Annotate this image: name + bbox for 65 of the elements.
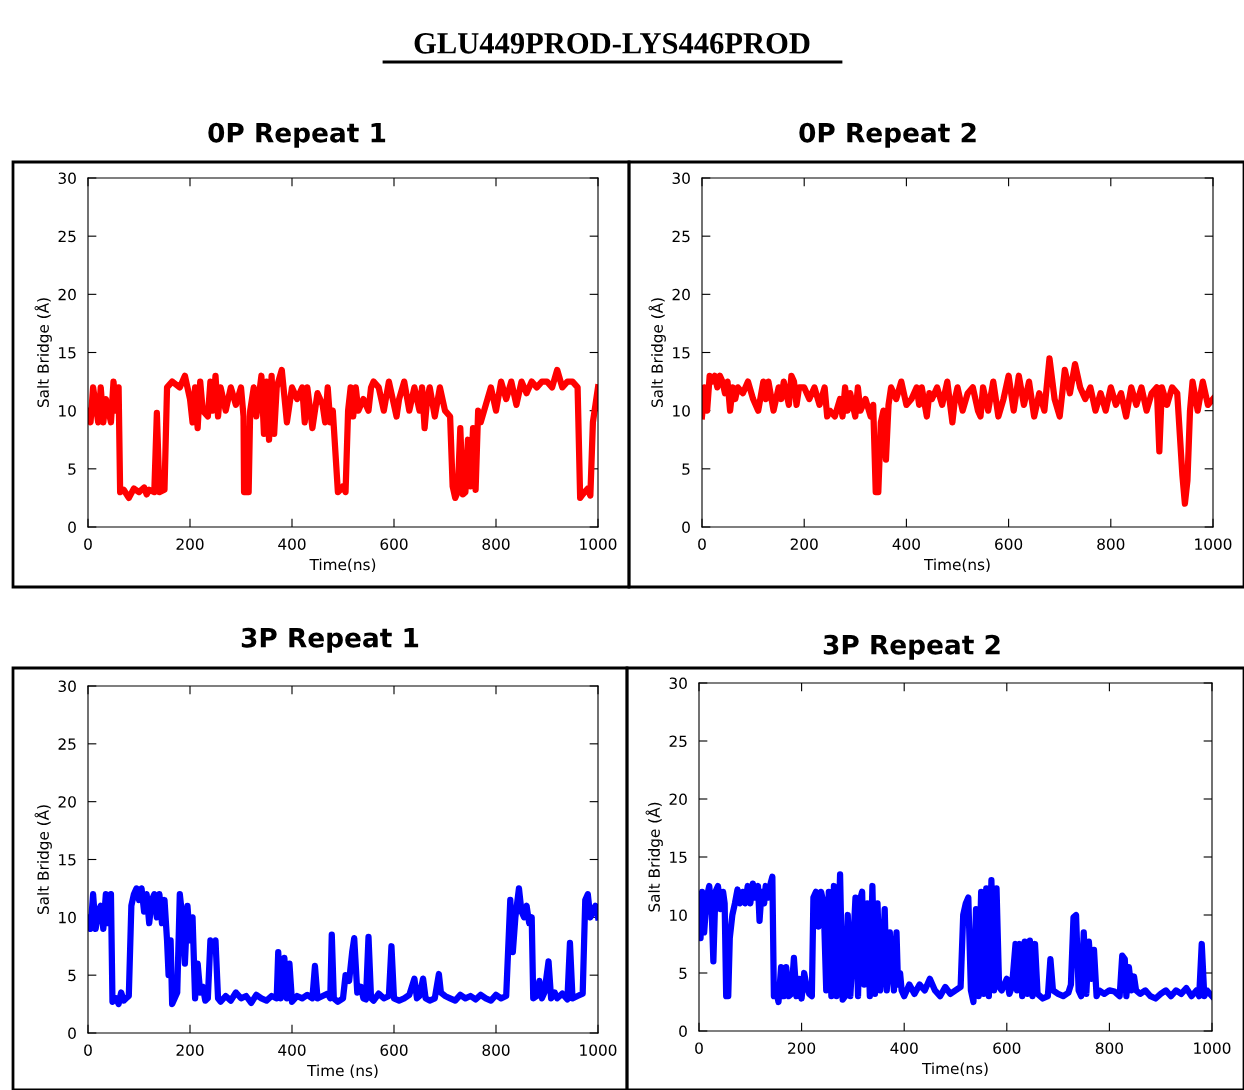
y-axis-title: Salt Bridge (Å): [34, 805, 52, 915]
y-tick-label: 0: [68, 1027, 76, 1040]
x-tick-label: 600: [380, 538, 408, 550]
x-tick-label: 800: [1095, 1042, 1123, 1054]
x-tick-label: 600: [380, 1044, 408, 1056]
x-tick-label: 0: [84, 1044, 92, 1056]
y-tick-label: 10: [59, 405, 76, 417]
x-axis-title: Time(ns): [921, 1062, 988, 1077]
y-tick-label: 30: [58, 172, 76, 185]
y-axis-title: Salt Bridge (Å): [34, 298, 52, 408]
y-tick-label: 0: [68, 521, 76, 534]
x-tick-label: 400: [890, 1042, 918, 1054]
y-tick-label: 25: [672, 230, 690, 243]
y-tick-label: 30: [58, 680, 76, 693]
x-tick-label: 600: [995, 538, 1023, 550]
y-tick-label: 5: [679, 967, 687, 980]
y-tick-label: 5: [68, 969, 76, 982]
text: GLU449PROD-LYS446PROD: [414, 33, 810, 54]
chart-title: 0P Repeat 1: [208, 122, 386, 148]
x-tick-label: 400: [278, 538, 306, 550]
y-tick-label: 10: [673, 405, 690, 417]
y-tick-label: 25: [669, 735, 687, 748]
x-tick-label: 200: [790, 538, 818, 550]
y-tick-label: 15: [59, 347, 76, 359]
y-tick-label: 25: [58, 230, 76, 243]
y-tick-label: 15: [670, 851, 687, 864]
chart-title: 3P Repeat 1: [241, 627, 419, 653]
x-axis-title: Time(ns): [923, 558, 990, 573]
y-tick-label: 30: [672, 172, 690, 185]
x-tick-label: 800: [482, 1044, 510, 1056]
y-tick-label: 0: [679, 1025, 687, 1038]
x-tick-label: 0: [84, 538, 92, 550]
y-tick-label: 30: [669, 677, 687, 690]
x-tick-label: 400: [892, 538, 920, 550]
y-tick-label: 0: [682, 521, 690, 534]
y-tick-label: 25: [58, 738, 76, 750]
x-axis-title: Time(ns): [309, 558, 376, 573]
x-tick-label: 1000: [1194, 1042, 1231, 1054]
y-tick-label: 10: [670, 909, 687, 922]
x-tick-label: 400: [278, 1044, 306, 1056]
chart-title: 3P Repeat 2: [823, 634, 1000, 660]
x-tick-label: 1000: [580, 1044, 617, 1056]
y-tick-label: 20: [58, 288, 76, 301]
y-tick-label: 5: [68, 463, 76, 475]
x-tick-label: 1000: [1195, 538, 1232, 550]
x-tick-label: 600: [993, 1042, 1021, 1054]
y-tick-label: 5: [682, 463, 690, 475]
y-tick-label: 15: [59, 854, 76, 866]
y-tick-label: 10: [59, 911, 76, 924]
chart-title: 0P Repeat 2: [799, 122, 976, 148]
x-tick-label: 1000: [580, 538, 617, 550]
y-tick-label: 20: [58, 796, 76, 808]
y-tick-label: 20: [672, 288, 690, 301]
x-tick-label: 0: [698, 538, 706, 550]
y-tick-label: 15: [673, 347, 690, 359]
x-tick-label: 200: [788, 1042, 816, 1054]
y-axis-title: Salt Bridge (Å): [645, 802, 663, 912]
x-tick-label: 800: [482, 538, 510, 550]
y-tick-label: 20: [669, 793, 687, 806]
x-tick-label: 0: [695, 1042, 703, 1054]
x-tick-label: 200: [176, 538, 204, 550]
x-tick-label: 200: [176, 1044, 204, 1056]
y-axis-title: Salt Bridge (Å): [648, 298, 666, 408]
x-tick-label: 800: [1097, 538, 1125, 550]
x-axis-title: Time (ns): [307, 1064, 378, 1079]
